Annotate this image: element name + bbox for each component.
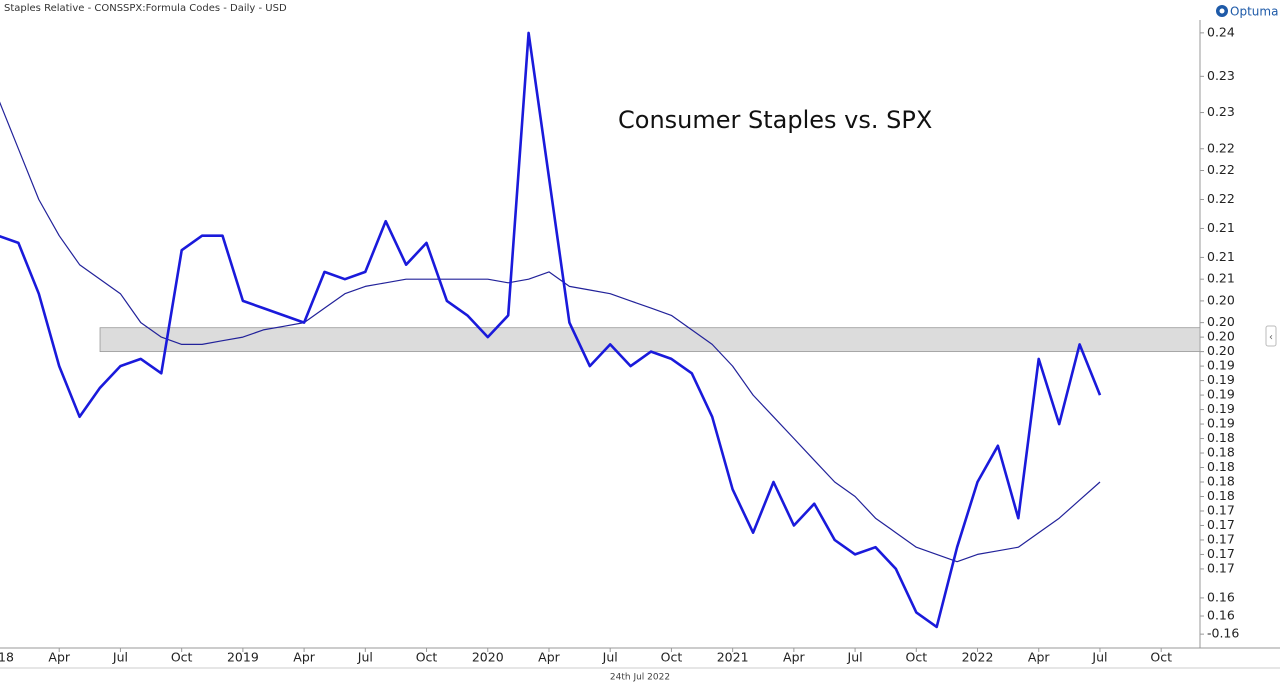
x-tick-label: Jul <box>1091 650 1107 665</box>
x-tick-label: Oct <box>171 650 193 665</box>
y-tick-label: 0.23 <box>1207 104 1235 119</box>
y-tick-label: 0.17 <box>1207 502 1235 517</box>
x-tick-label: Jul <box>112 650 128 665</box>
y-tick-label: 0.17 <box>1207 560 1235 575</box>
y-tick-label: 0.20 <box>1207 329 1235 344</box>
y-tick-label: 0.20 <box>1207 292 1235 307</box>
y-tick-label: 0.18 <box>1207 459 1235 474</box>
x-tick-label: 2018 <box>0 650 14 665</box>
side-tab-icon[interactable]: ‹ <box>1269 332 1273 343</box>
y-tick-label: 0.21 <box>1207 249 1235 264</box>
x-tick-label: Apr <box>1028 650 1050 665</box>
y-tick-label: 0.19 <box>1207 401 1235 416</box>
x-tick-label: Oct <box>905 650 927 665</box>
y-tick-label: 0.17 <box>1207 517 1235 532</box>
x-tick-label: Apr <box>293 650 315 665</box>
side-tab[interactable] <box>1265 325 1277 347</box>
y-tick-label: 0.18 <box>1207 488 1235 503</box>
y-tick-label: 0.23 <box>1207 68 1235 83</box>
y-tick-label: 0.19 <box>1207 416 1235 431</box>
y-tick-label: 0.24 <box>1207 24 1235 39</box>
y-tick-label: -0.16 <box>1207 626 1239 641</box>
y-tick-label: 0.22 <box>1207 140 1235 155</box>
y-tick-label: 0.19 <box>1207 387 1235 402</box>
y-tick-label: 0.16 <box>1207 608 1235 623</box>
x-tick-label: 2022 <box>962 650 994 665</box>
x-tick-label: Jul <box>602 650 618 665</box>
resistance-band <box>99 327 1201 353</box>
annotation: Consumer Staples vs. SPX <box>618 106 932 134</box>
x-tick-label: Apr <box>48 650 70 665</box>
y-tick-label: 0.17 <box>1207 531 1235 546</box>
y-tick-label: 0.21 <box>1207 220 1235 235</box>
x-tick-label: Oct <box>1150 650 1172 665</box>
y-tick-label: 0.17 <box>1207 546 1235 561</box>
y-tick-label: 0.18 <box>1207 445 1235 460</box>
y-tick-label: 0.22 <box>1207 191 1235 206</box>
y-tick-label: 0.19 <box>1207 372 1235 387</box>
date-label: 24th Jul 2022 <box>610 673 670 683</box>
x-tick-label: Oct <box>661 650 683 665</box>
brand-logo: Optuma <box>1216 5 1278 19</box>
x-tick-label: Oct <box>416 650 438 665</box>
y-tick-label: 0.22 <box>1207 162 1235 177</box>
x-tick-label: Jul <box>357 650 373 665</box>
y-tick-label: 0.16 <box>1207 589 1235 604</box>
chart-title: Staples Relative - CONSSPX:Formula Codes… <box>4 3 287 14</box>
x-tick-label: Jul <box>847 650 863 665</box>
brand: Optuma <box>1230 5 1278 19</box>
x-tick-label: Apr <box>538 650 560 665</box>
y-tick-label: 0.18 <box>1207 430 1235 445</box>
series-line <box>0 101 1101 563</box>
x-tick-label: 2019 <box>227 650 259 665</box>
y-tick-label: 0.20 <box>1207 314 1235 329</box>
y-tick-label: 0.20 <box>1207 343 1235 358</box>
y-tick-label: 0.21 <box>1207 271 1235 286</box>
x-tick-label: 2020 <box>472 650 504 665</box>
x-tick-label: Apr <box>783 650 805 665</box>
series-line <box>0 31 1102 629</box>
y-tick-label: 0.18 <box>1207 474 1235 489</box>
x-tick-label: 2021 <box>717 650 749 665</box>
y-tick-label: 0.19 <box>1207 358 1235 373</box>
